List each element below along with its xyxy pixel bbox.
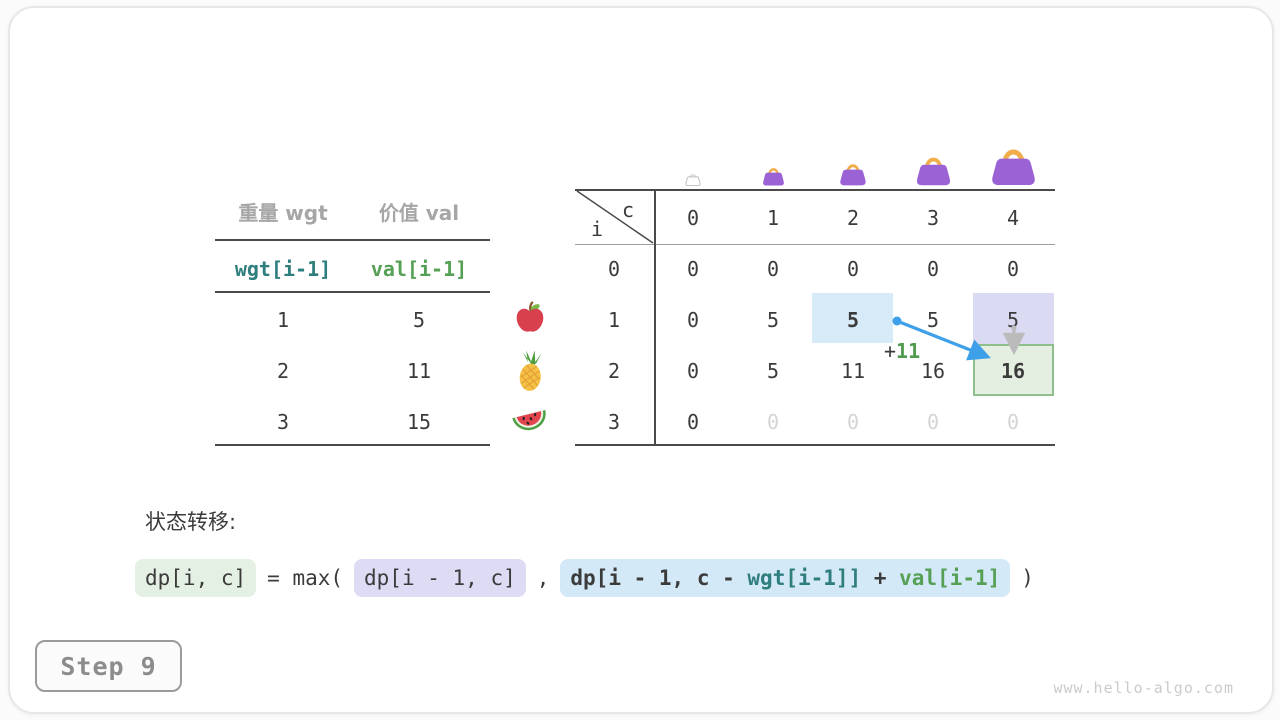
dp-cell: 5 — [766, 359, 780, 383]
dp-table-rule-top — [575, 189, 1055, 191]
formula-arg2-val: val[i-1] — [899, 566, 1001, 590]
dp-cell: 5 — [1006, 308, 1020, 332]
site-watermark: www.hello-algo.com — [1053, 679, 1234, 697]
dp-cell: 0 — [846, 257, 860, 281]
dp-cell: 5 — [766, 308, 780, 332]
dp-corner-col-var: c — [621, 198, 635, 222]
items-header-value: 价值 val — [378, 200, 460, 225]
bag-outline-icon — [685, 174, 701, 186]
step-label: Step 9 — [60, 651, 157, 681]
dp-col-header: 2 — [846, 206, 860, 230]
dp-col-header: 3 — [926, 206, 940, 230]
watermelon-icon — [512, 410, 546, 431]
dp-row-header: 3 — [607, 410, 621, 434]
step-badge: Step 9 — [35, 640, 182, 692]
items-formula-val: val[i-1] — [370, 257, 468, 281]
added-value: 11 — [896, 339, 921, 363]
dp-row-header: 2 — [607, 359, 621, 383]
dp-row-header: 0 — [607, 257, 621, 281]
plus-sign: + — [884, 339, 897, 363]
dp-col-header: 1 — [766, 206, 780, 230]
formula-close-paren: ) — [1021, 566, 1034, 590]
dp-cell: 0 — [1006, 410, 1020, 434]
dp-cell: 0 — [686, 308, 700, 332]
dp-cell-source: 5 — [846, 308, 860, 332]
items-formula-wgt: wgt[i-1] — [234, 257, 332, 281]
transition-heading: 状态转移: — [145, 510, 237, 534]
formula-equals-max: = max( — [267, 566, 344, 590]
dp-cell: 0 — [686, 410, 700, 434]
items-table-rule-mid — [215, 291, 490, 293]
items-table-rule-bottom — [215, 444, 490, 446]
formula-comma: , — [536, 566, 550, 590]
dp-corner-row-var: i — [590, 217, 604, 241]
bag-icon — [990, 141, 1037, 186]
bag-icon — [762, 168, 785, 186]
dp-cell: 11 — [840, 359, 866, 383]
dp-col-header: 4 — [1006, 206, 1020, 230]
dp-cell: 0 — [926, 410, 940, 434]
apple-icon — [516, 301, 544, 332]
dp-table-rule-bottom — [575, 444, 1055, 446]
formula-arg2: dp[i - 1, c - wgt[i-1]] + val[i-1] — [560, 559, 1011, 597]
transition-formula: dp[i, c] = max( dp[i - 1, c] , dp[i - 1,… — [135, 559, 1045, 597]
bag-icon — [839, 164, 867, 186]
transition-add-label: +11 — [884, 339, 920, 363]
item-row-wgt: 3 — [276, 410, 290, 434]
dp-col-header: 0 — [686, 206, 700, 230]
dp-cell: 16 — [920, 359, 946, 383]
formula-arg2-wgt: wgt[i-1]] — [747, 566, 862, 590]
dp-cell-target: 16 — [1000, 359, 1026, 383]
item-row-wgt: 1 — [276, 308, 290, 332]
formula-arg2-plus: + — [861, 566, 900, 590]
dp-cell: 0 — [686, 257, 700, 281]
pineapple-icon — [519, 350, 545, 391]
dp-cell: 0 — [766, 410, 780, 434]
dp-cell: 0 — [686, 359, 700, 383]
item-row-val: 15 — [406, 410, 432, 434]
items-header-weight: 重量 wgt — [238, 200, 328, 225]
dp-row-header: 1 — [607, 308, 621, 332]
dp-table-rule-vertical — [654, 189, 656, 446]
formula-lhs: dp[i, c] — [135, 559, 257, 597]
dp-cell-highlight-source — [812, 293, 893, 343]
formula-arg1: dp[i - 1, c] — [354, 559, 526, 597]
item-row-val: 11 — [406, 359, 432, 383]
dp-table-rule-header — [575, 244, 1055, 245]
dp-cell: 0 — [846, 410, 860, 434]
dp-cell: 5 — [926, 308, 940, 332]
item-row-val: 5 — [412, 308, 426, 332]
bag-icon — [915, 157, 952, 186]
items-table-rule-top — [215, 239, 490, 241]
item-row-wgt: 2 — [276, 359, 290, 383]
dp-cell: 0 — [766, 257, 780, 281]
dp-cell: 0 — [926, 257, 940, 281]
formula-arg2-prefix: dp[i - 1, c - — [570, 566, 748, 590]
dp-cell: 0 — [1006, 257, 1020, 281]
